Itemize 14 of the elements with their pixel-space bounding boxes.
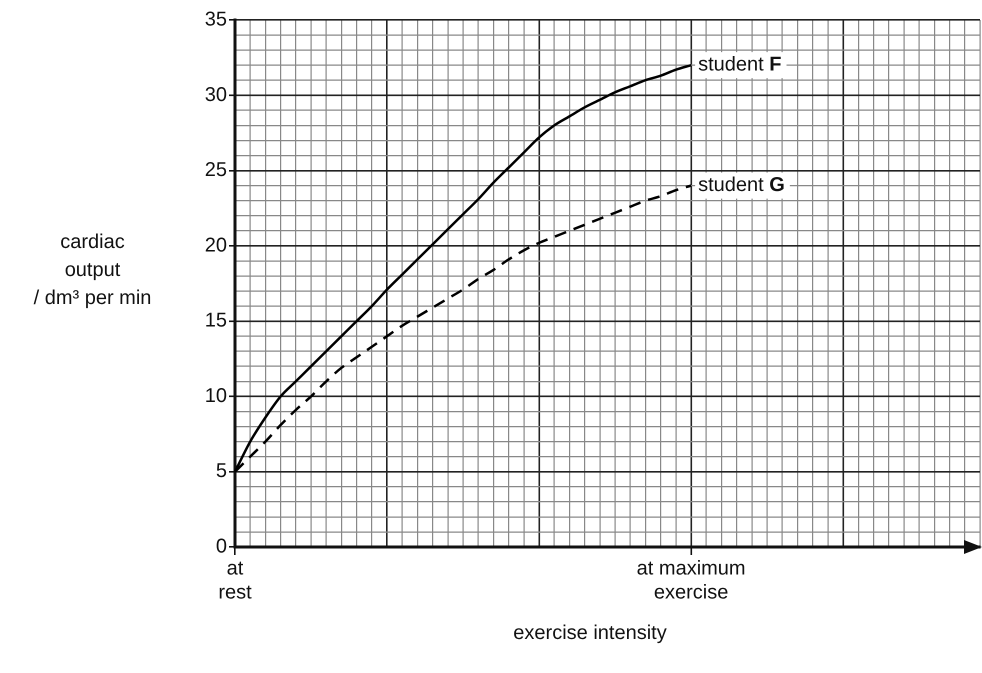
x-axis-title: exercise intensity: [512, 622, 668, 645]
y-tick-label: 0: [216, 536, 227, 558]
series-label: student F: [698, 54, 782, 76]
y-tick-label: 15: [204, 310, 227, 332]
y-axis-title: cardiac output / dm³ per min: [32, 230, 152, 311]
series-label: student G: [698, 174, 785, 196]
y-tick-label: 10: [204, 384, 227, 407]
y-tick-label: 30: [204, 84, 227, 106]
y-tick-label: 20: [204, 234, 227, 256]
x-tick-label: at maximum exercise: [636, 558, 746, 604]
x-tick-label: at rest: [218, 558, 252, 604]
y-tick-label: 25: [204, 159, 227, 182]
y-tick-label: 5: [216, 460, 227, 482]
y-tick-label: 35: [204, 8, 227, 31]
